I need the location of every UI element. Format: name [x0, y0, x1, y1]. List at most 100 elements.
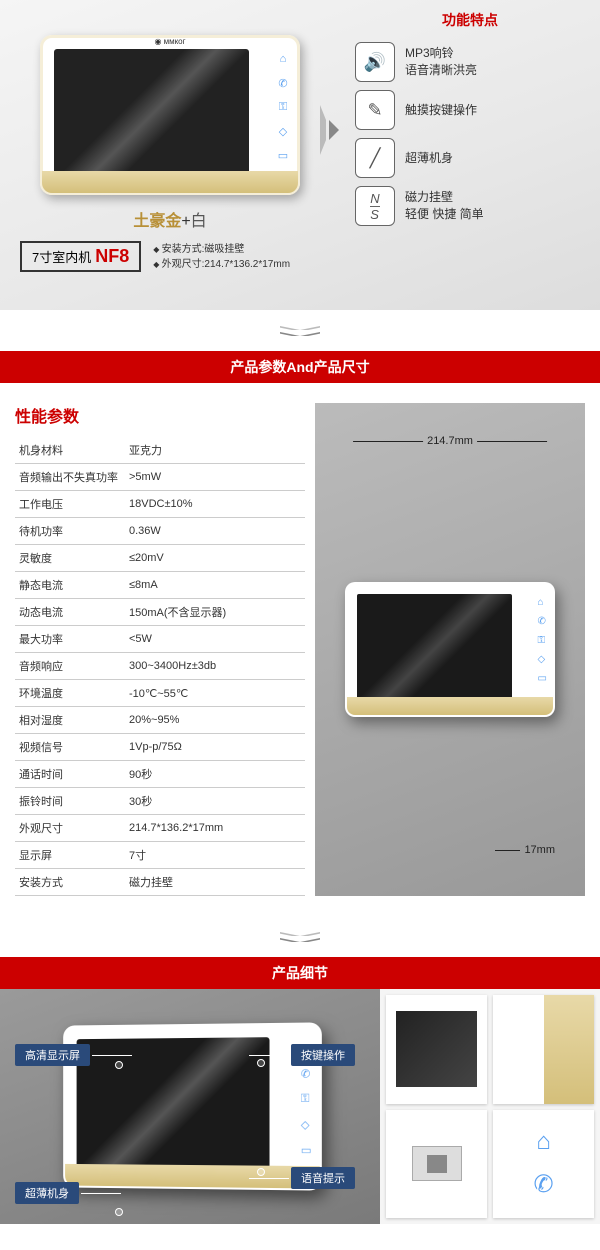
lock-icon: ◇ [276, 125, 290, 139]
home-icon: ⌂ [536, 1128, 551, 1156]
details-section: ⌂✆⚿◇▭ 高清显示屏 超薄机身 按键操作 语音提示 ⌂✆ [0, 989, 600, 1224]
spec-value: -10℃~55℃ [125, 680, 305, 707]
feature-item: 🔊 MP3响铃语音清晰洪亮 [355, 42, 585, 82]
callout-buttons: 按键操作 [291, 1044, 355, 1066]
brand-logo: ◉ ммкoг [154, 37, 185, 46]
product-image: ◉ ммкoг ⌂ ✆ ⚿ ◇ ▭ 土豪金+白 7寸室内机 NF8 [20, 20, 320, 272]
features-title: 功能特点 [355, 10, 585, 30]
feature-item: NS 磁力挂壁轻便 快捷 简单 [355, 186, 585, 226]
feature-text: 超薄机身 [405, 150, 453, 167]
table-row: 安装方式磁力挂壁 [15, 869, 305, 896]
spec-key: 音频响应 [15, 653, 125, 680]
features-panel: 功能特点 🔊 MP3响铃语音清晰洪亮 ✎ 触摸按键操作 ╱ 超薄机身 NS 磁力挂壁轻便 快捷… [355, 10, 585, 234]
home-icon: ⌂ [276, 53, 290, 67]
table-row: 音频输出不失真功率>5mW [15, 464, 305, 491]
spec-key: 通话时间 [15, 761, 125, 788]
spec-key: 音频输出不失真功率 [15, 464, 125, 491]
spec-value: 1Vp-p/75Ω [125, 734, 305, 761]
spec-key: 静态电流 [15, 572, 125, 599]
table-row: 音频响应300~3400Hz±3db [15, 653, 305, 680]
table-row: 灵敏度≤20mV [15, 545, 305, 572]
spec-key: 最大功率 [15, 626, 125, 653]
feature-item: ✎ 触摸按键操作 [355, 90, 585, 130]
thumb-bracket [386, 1110, 487, 1219]
phone-icon: ✆ [533, 1170, 553, 1199]
model-badge: 7寸室内机 NF8 [20, 241, 141, 272]
spec-value: 90秒 [125, 761, 305, 788]
spec-value: 300~3400Hz±3db [125, 653, 305, 680]
spec-value: 亚克力 [125, 437, 305, 464]
table-row: 机身材料亚克力 [15, 437, 305, 464]
callout-display: 高清显示屏 [15, 1044, 90, 1066]
spec-value: 7寸 [125, 842, 305, 869]
specs-table: 机身材料亚克力音频输出不失真功率>5mW工作电压18VDC±10%待机功率0.3… [15, 437, 305, 896]
spec-value: 214.7*136.2*17mm [125, 815, 305, 842]
callout-voice: 语音提示 [291, 1167, 355, 1189]
spec-key: 外观尺寸 [15, 815, 125, 842]
table-row: 通话时间90秒 [15, 761, 305, 788]
section-banner-specs: 产品参数And产品尺寸 [0, 351, 600, 383]
device-side-icons: ⌂ ✆ ⚿ ◇ ▭ [276, 53, 290, 163]
monitor-icon: ▭ [276, 149, 290, 163]
spec-key: 动态电流 [15, 599, 125, 626]
divider-chevron [0, 916, 600, 957]
spec-value: 150mA(不含显示器) [125, 599, 305, 626]
dim-depth-label: 17mm [495, 844, 555, 856]
table-row: 振铃时间30秒 [15, 788, 305, 815]
feature-icon: 🔊 [355, 42, 395, 82]
feature-text: 触摸按键操作 [405, 102, 477, 119]
spec-value: 磁力挂壁 [125, 869, 305, 896]
spec-value: <5W [125, 626, 305, 653]
table-row: 最大功率<5W [15, 626, 305, 653]
spec-value: ≤8mA [125, 572, 305, 599]
feature-text: MP3响铃语音清晰洪亮 [405, 45, 477, 79]
spec-key: 灵敏度 [15, 545, 125, 572]
spec-value: 20%~95% [125, 707, 305, 734]
feature-item: ╱ 超薄机身 [355, 138, 585, 178]
key-icon: ⚿ [276, 101, 290, 115]
dimensions-image: 214.7mm 136.2mm ⌂✆⚿◇▭ 17mm [315, 403, 585, 896]
specs-section: 性能参数 机身材料亚克力音频输出不失真功率>5mW工作电压18VDC±10%待机… [0, 383, 600, 916]
thumb-screen [386, 995, 487, 1104]
table-row: 显示屏7寸 [15, 842, 305, 869]
spec-value: 30秒 [125, 788, 305, 815]
dim-width-label: 214.7mm [353, 435, 547, 447]
divider-chevron [0, 310, 600, 351]
spec-value: 18VDC±10% [125, 491, 305, 518]
specs-title: 性能参数 [15, 403, 305, 427]
color-label: 土豪金+白 [20, 207, 320, 231]
detail-callout-image: ⌂✆⚿◇▭ 高清显示屏 超薄机身 按键操作 语音提示 [0, 989, 380, 1224]
table-row: 视频信号1Vp-p/75Ω [15, 734, 305, 761]
feature-icon: NS [355, 186, 395, 226]
table-row: 环境温度-10℃~55℃ [15, 680, 305, 707]
table-row: 动态电流150mA(不含显示器) [15, 599, 305, 626]
table-row: 相对湿度20%~95% [15, 707, 305, 734]
spec-key: 相对湿度 [15, 707, 125, 734]
spec-value: ≤20mV [125, 545, 305, 572]
spec-value: >5mW [125, 464, 305, 491]
section-banner-details: 产品细节 [0, 957, 600, 989]
spec-key: 视频信号 [15, 734, 125, 761]
table-row: 外观尺寸214.7*136.2*17mm [15, 815, 305, 842]
spec-key: 待机功率 [15, 518, 125, 545]
callout-slim: 超薄机身 [15, 1182, 79, 1204]
spec-key: 工作电压 [15, 491, 125, 518]
spec-key: 环境温度 [15, 680, 125, 707]
feature-icon: ✎ [355, 90, 395, 130]
spec-key: 显示屏 [15, 842, 125, 869]
thumb-icons: ⌂✆ [493, 1110, 594, 1219]
feature-icon: ╱ [355, 138, 395, 178]
hero-section: ◉ ммкoг ⌂ ✆ ⚿ ◇ ▭ 土豪金+白 7寸室内机 NF8 [0, 0, 600, 310]
spec-key: 振铃时间 [15, 788, 125, 815]
arrow-icon [320, 105, 339, 155]
feature-text: 磁力挂壁轻便 快捷 简单 [405, 189, 484, 223]
table-row: 静态电流≤8mA [15, 572, 305, 599]
thumb-gold-edge [493, 995, 594, 1104]
spec-value: 0.36W [125, 518, 305, 545]
mini-specs: 安装方式:磁吸挂壁 外观尺寸:214.7*136.2*17mm [153, 242, 290, 272]
table-row: 工作电压18VDC±10% [15, 491, 305, 518]
spec-key: 安装方式 [15, 869, 125, 896]
phone-icon: ✆ [276, 77, 290, 91]
table-row: 待机功率0.36W [15, 518, 305, 545]
thumbnail-grid: ⌂✆ [380, 989, 600, 1224]
